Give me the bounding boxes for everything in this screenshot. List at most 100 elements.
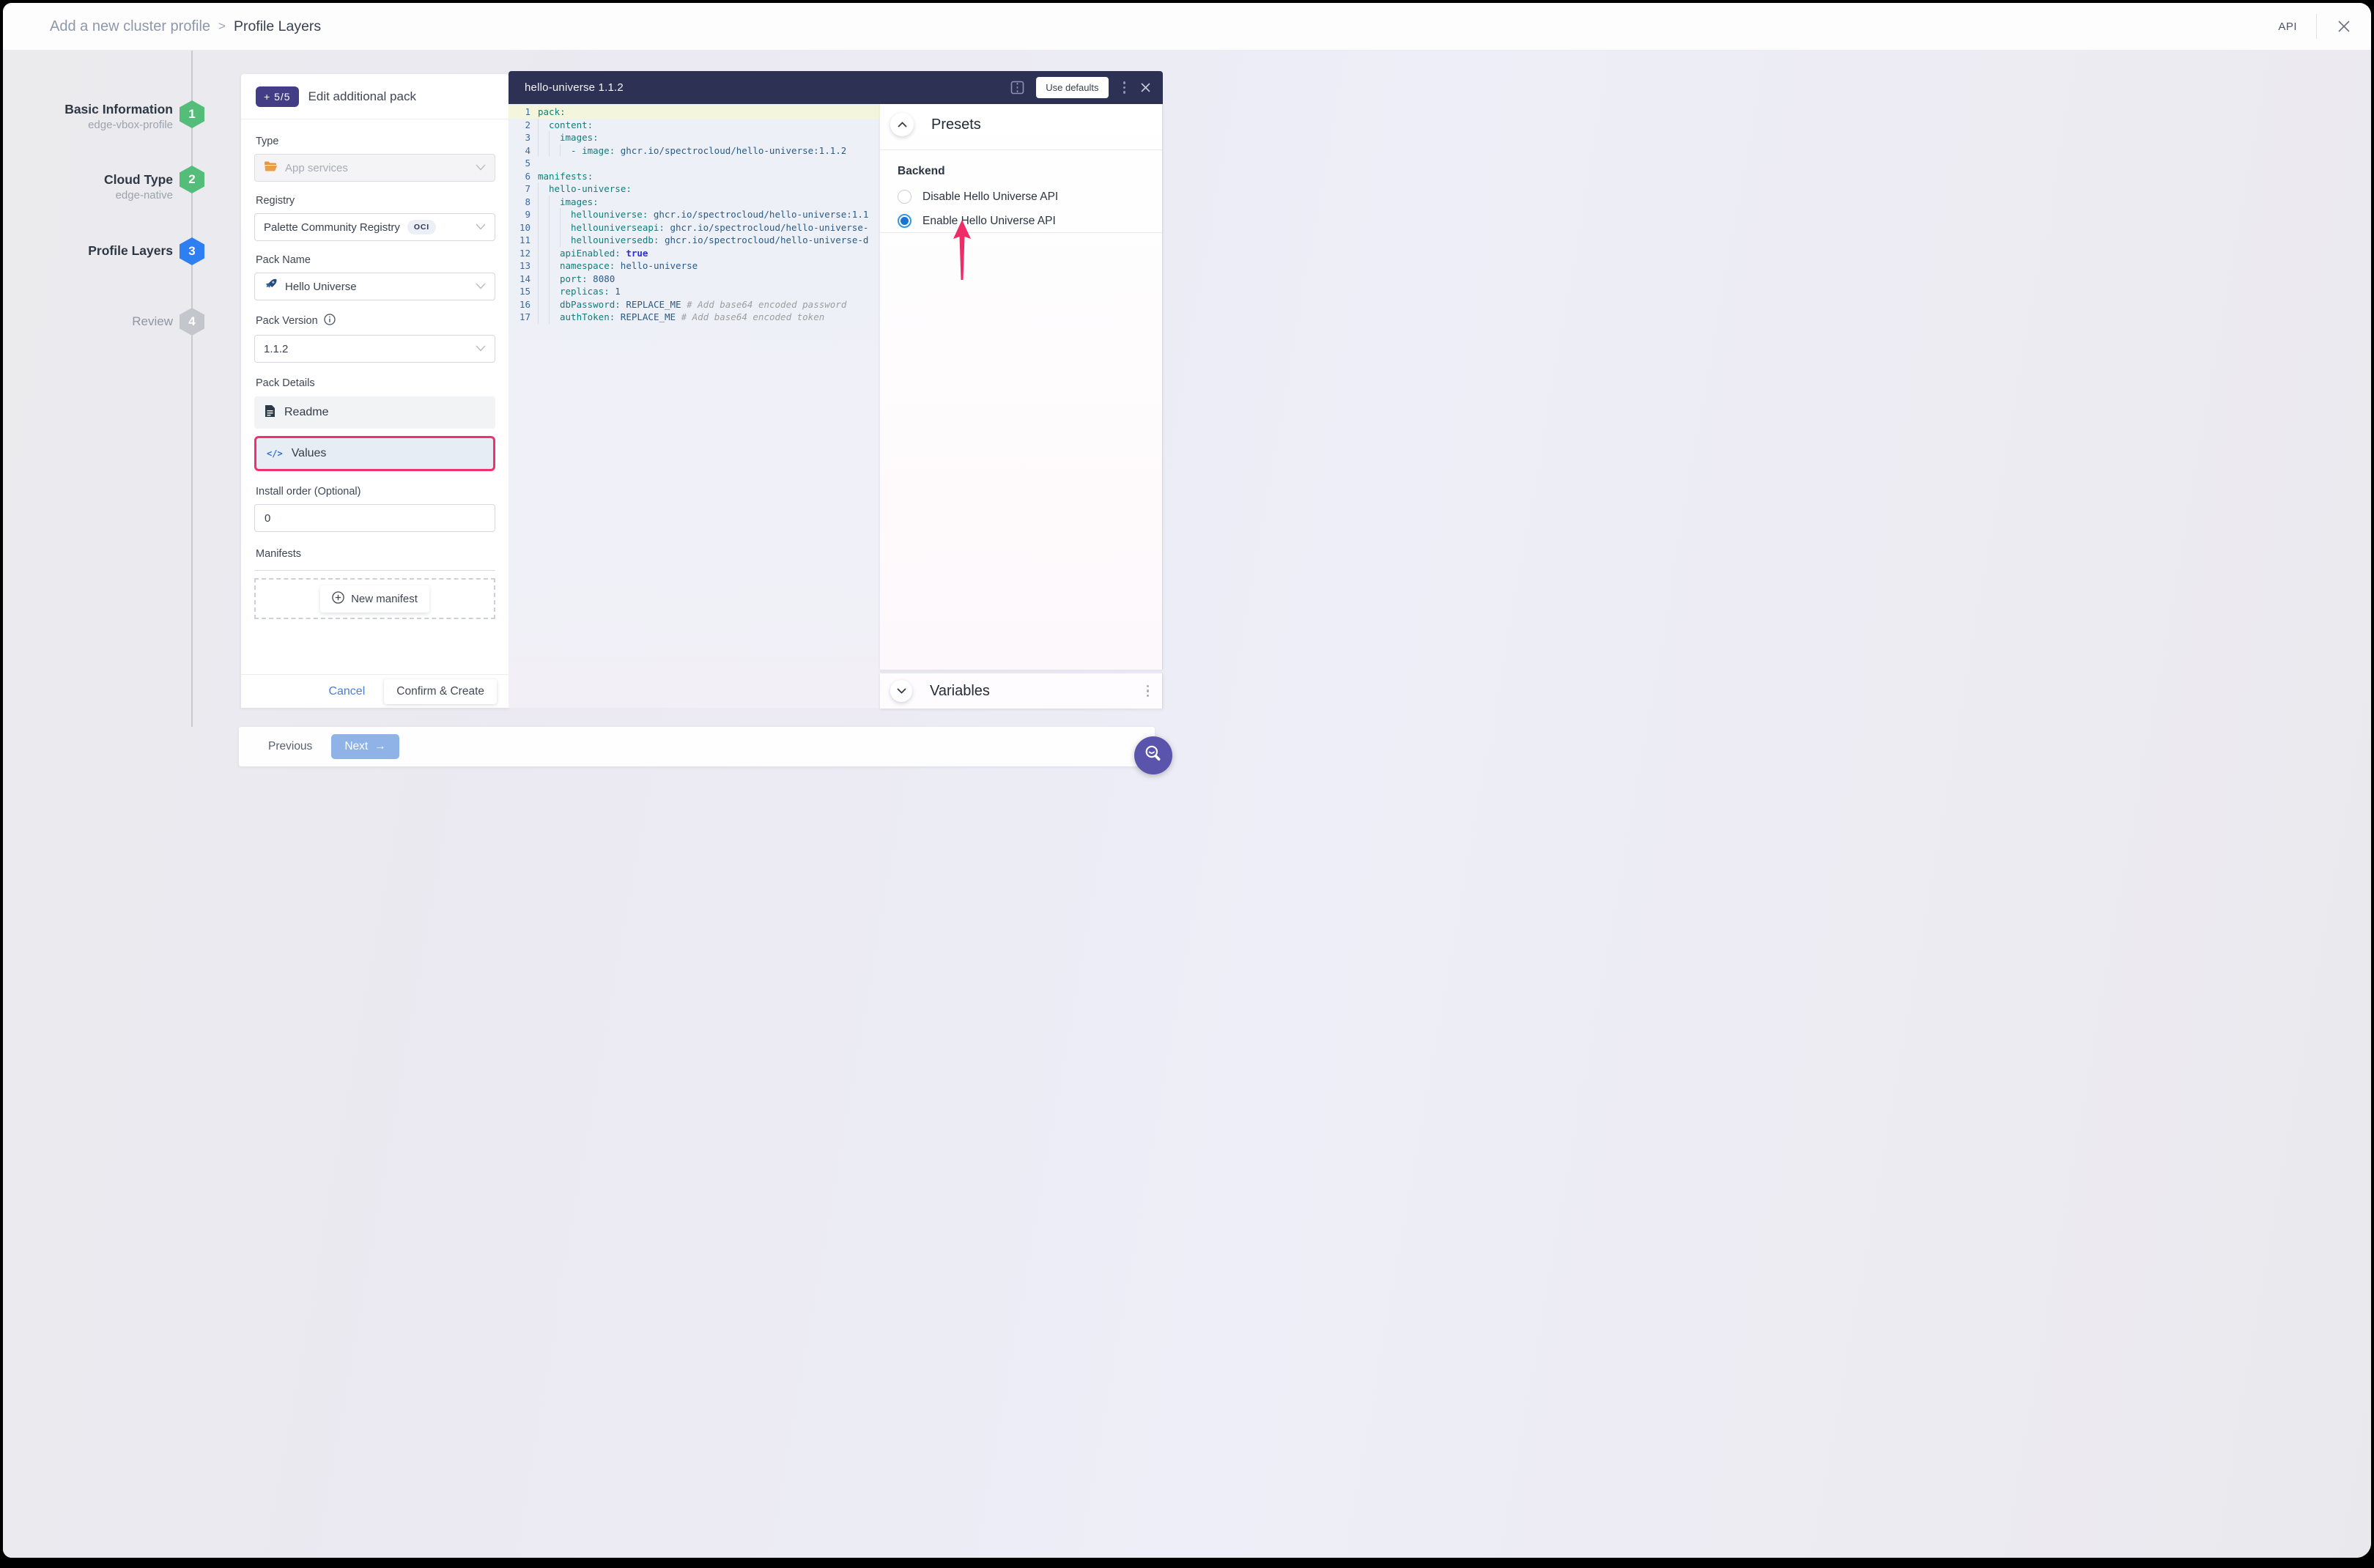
- code-line: 10 hellouniverseapi: ghcr.io/spectrocloud…: [509, 221, 880, 234]
- chevron-down-icon: [476, 221, 486, 234]
- variables-kebab-menu-icon[interactable]: [1144, 682, 1153, 700]
- previous-button[interactable]: Previous: [268, 740, 313, 752]
- search-fab-button[interactable]: [1134, 736, 1172, 774]
- yaml-editor[interactable]: 1 pack: 2 content: 3 images: 4- image: ghcr.io…: [509, 104, 880, 708]
- line-number: 16: [519, 298, 530, 310]
- new-manifest-button[interactable]: New manifest: [320, 585, 429, 613]
- step-sublabel: edge-native: [115, 189, 173, 201]
- expand-variables-button[interactable]: [890, 680, 912, 702]
- step-review[interactable]: Review: [3, 314, 173, 329]
- stepper-rail: [191, 51, 193, 727]
- step-sublabel: edge-vbox-profile: [88, 119, 173, 131]
- presets-title: Presets: [931, 116, 981, 133]
- code-line: 13 namespace: hello-universe: [509, 259, 880, 273]
- step-badge-3[interactable]: 3: [180, 237, 204, 265]
- document-icon: [265, 404, 276, 421]
- readme-tab[interactable]: Readme: [254, 396, 495, 429]
- oci-badge: OCI: [407, 220, 436, 234]
- presets-divider: [880, 149, 1162, 150]
- registry-select[interactable]: Palette Community Registry OCI: [254, 213, 495, 241]
- step-basic-information[interactable]: Basic Information edge-vbox-profile: [3, 102, 173, 133]
- code-line: 14 port: 8080: [509, 272, 880, 285]
- step-badge-2[interactable]: 2: [180, 166, 204, 193]
- diff-view-icon[interactable]: [1010, 81, 1024, 95]
- step-badge-1[interactable]: 1: [180, 100, 204, 128]
- collapse-presets-button[interactable]: [890, 113, 914, 136]
- cancel-button[interactable]: Cancel: [328, 684, 366, 698]
- editor-header: hello-universe 1.1.2 Use defaults: [509, 71, 1163, 104]
- breadcrumb-current: Profile Layers: [233, 18, 322, 34]
- line-number: 15: [519, 286, 530, 297]
- next-button[interactable]: Next →: [331, 734, 399, 759]
- step-label: Cloud Type: [104, 172, 173, 187]
- backend-group-label: Backend: [898, 165, 945, 177]
- step-badge-4[interactable]: 4: [180, 308, 204, 336]
- breadcrumb-separator: >: [218, 19, 226, 33]
- info-icon[interactable]: [323, 314, 336, 328]
- registry-label: Registry: [256, 195, 295, 207]
- folder-icon: [264, 160, 278, 176]
- values-label: Values: [291, 447, 327, 459]
- code-icon: </>: [267, 448, 283, 459]
- breadcrumb-parent[interactable]: Add a new cluster profile: [50, 18, 211, 34]
- step-number: 1: [188, 107, 196, 121]
- code-line: 7 hello-universe:: [509, 182, 880, 196]
- arrow-right-icon: →: [374, 740, 386, 752]
- next-label: Next: [344, 740, 369, 752]
- pack-count-badge: + 5/5: [256, 86, 299, 107]
- type-select[interactable]: App services: [254, 154, 495, 182]
- radio-disable-api[interactable]: Disable Hello Universe API: [898, 190, 1145, 204]
- close-icon[interactable]: [2336, 18, 2352, 34]
- step-label: Basic Information: [64, 102, 173, 117]
- circle-plus-icon: [332, 591, 344, 607]
- step-profile-layers[interactable]: Profile Layers: [3, 243, 173, 259]
- pack-version-select[interactable]: 1.1.2: [254, 335, 495, 363]
- line-number: 12: [519, 247, 530, 259]
- code-line: 4- image: ghcr.io/spectrocloud/hello-uni…: [509, 144, 880, 157]
- line-number: 5: [525, 158, 530, 169]
- presets-section-divider: [880, 232, 1162, 233]
- pack-name-value: Hello Universe: [285, 280, 357, 293]
- radio-unchecked-icon[interactable]: [898, 190, 911, 204]
- wizard-footer: Previous Next →: [239, 727, 1155, 766]
- values-tab[interactable]: </> Values: [254, 436, 495, 471]
- pack-version-label-text: Pack Version: [256, 315, 318, 327]
- line-number: 2: [525, 119, 530, 130]
- header-divider: [2316, 14, 2317, 39]
- pack-version-label: Pack Version: [256, 314, 495, 328]
- code-line: 15 replicas: 1: [509, 285, 880, 298]
- pack-version-value: 1.1.2: [264, 342, 289, 355]
- presets-header: Presets: [880, 104, 1162, 145]
- line-number: 14: [519, 273, 530, 284]
- step-cloud-type[interactable]: Cloud Type edge-native: [3, 172, 173, 203]
- chevron-down-icon: [476, 161, 486, 174]
- install-order-input[interactable]: 0: [254, 504, 495, 532]
- use-defaults-button[interactable]: Use defaults: [1036, 77, 1109, 98]
- variables-title: Variables: [930, 682, 990, 699]
- radio-checked-icon[interactable]: [898, 214, 911, 228]
- line-number: 17: [519, 311, 530, 322]
- step-number: 4: [188, 314, 196, 328]
- annotation-arrow-up: [952, 220, 972, 284]
- code-line: 6 manifests:: [509, 170, 880, 183]
- editor-close-icon[interactable]: [1140, 82, 1151, 93]
- line-number: 10: [519, 221, 530, 233]
- line-number: 3: [525, 132, 530, 143]
- line-number: 11: [519, 234, 530, 245]
- radio-enable-api[interactable]: Enable Hello Universe API: [898, 214, 1145, 228]
- code-line: 3 images:: [509, 131, 880, 144]
- app-window: Add a new cluster profile > Profile Laye…: [3, 3, 2371, 1558]
- type-value: App services: [285, 161, 348, 174]
- api-link[interactable]: API: [2278, 20, 2297, 33]
- radio-label: Disable Hello Universe API: [922, 190, 1059, 203]
- presets-panel: Presets Backend Disable Hello Universe A…: [880, 104, 1163, 670]
- confirm-create-button[interactable]: Confirm & Create: [384, 678, 497, 704]
- pack-name-select[interactable]: Hello Universe: [254, 273, 495, 300]
- step-number: 2: [188, 172, 196, 186]
- line-number: 6: [525, 170, 530, 182]
- line-number: 1: [525, 106, 530, 117]
- install-order-value: 0: [265, 511, 271, 525]
- editor-kebab-menu-icon[interactable]: [1120, 78, 1129, 97]
- radio-label: Enable Hello Universe API: [922, 214, 1056, 227]
- line-number: 8: [525, 196, 530, 207]
